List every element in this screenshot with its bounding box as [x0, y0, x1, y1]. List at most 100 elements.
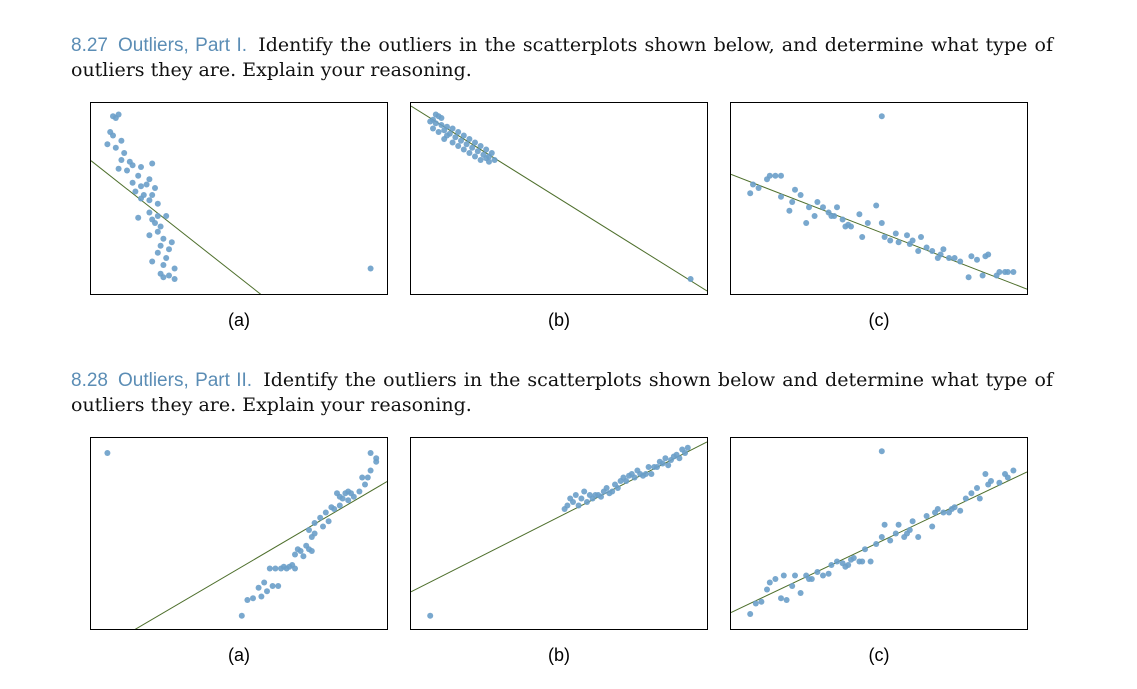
- data-point: [112, 144, 119, 151]
- data-point: [856, 211, 863, 218]
- data-point: [962, 495, 969, 502]
- data-point: [603, 485, 610, 491]
- data-point: [154, 200, 161, 207]
- data-point: [488, 150, 495, 156]
- data-point: [121, 150, 128, 156]
- plot-caption: (a): [228, 645, 250, 665]
- data-point: [934, 506, 941, 512]
- scatterplot-1c: [730, 102, 1028, 295]
- data-point: [146, 232, 153, 239]
- data-point: [598, 493, 604, 500]
- data-point: [974, 256, 980, 263]
- data-point: [878, 113, 885, 120]
- data-point: [772, 172, 779, 179]
- data-point: [367, 265, 374, 272]
- data-point: [923, 244, 930, 251]
- data-point: [820, 572, 826, 579]
- data-point: [662, 455, 669, 462]
- data-point: [438, 115, 445, 121]
- data-point: [578, 495, 585, 502]
- data-point: [929, 523, 936, 530]
- data-point: [946, 255, 952, 261]
- data-point: [676, 455, 683, 462]
- data-point: [146, 197, 153, 204]
- data-point: [483, 146, 490, 153]
- data-point: [455, 143, 462, 149]
- data-point: [460, 146, 467, 153]
- data-point: [350, 493, 357, 500]
- problem-text: Identify the outliers in the scatterplot…: [71, 34, 1053, 81]
- data-point: [362, 481, 368, 488]
- data-point: [873, 202, 880, 209]
- data-point: [828, 562, 835, 568]
- data-point: [755, 185, 762, 191]
- data-point: [149, 258, 156, 265]
- data-point: [325, 518, 332, 525]
- data-point: [486, 158, 492, 165]
- data-point: [976, 495, 983, 502]
- data-point: [906, 527, 913, 533]
- data-point: [163, 213, 170, 219]
- plot-caption: (b): [548, 645, 570, 665]
- data-point: [811, 213, 818, 219]
- data-point: [850, 555, 857, 561]
- data-point: [345, 497, 352, 504]
- data-point: [272, 565, 279, 572]
- data-point: [146, 176, 153, 183]
- data-point: [300, 553, 307, 560]
- data-point: [642, 471, 649, 477]
- data-point: [160, 262, 167, 268]
- data-point: [258, 593, 265, 600]
- data-point: [491, 157, 498, 163]
- scatter-canvas: [411, 105, 707, 292]
- data-point: [834, 204, 840, 211]
- data-point: [904, 232, 910, 239]
- data-point: [623, 478, 630, 484]
- data-point: [778, 172, 784, 179]
- data-point: [614, 485, 621, 491]
- data-point: [985, 251, 992, 258]
- data-point: [472, 153, 478, 160]
- data-point: [878, 220, 885, 226]
- data-point: [764, 586, 770, 593]
- scatterplot-2b: [410, 437, 708, 630]
- data-point: [752, 600, 759, 607]
- data-point: [160, 235, 167, 242]
- data-point: [364, 474, 371, 481]
- data-point: [645, 464, 652, 470]
- data-point: [968, 253, 975, 260]
- data-point: [859, 234, 866, 240]
- scatterplot-2a: [90, 437, 388, 630]
- problem-8-27: 8.27 Outliers, Part I. Identify the outli…: [71, 33, 1053, 82]
- data-point: [458, 137, 464, 144]
- scatter-canvas: [91, 111, 374, 294]
- data-point: [152, 220, 158, 226]
- data-point: [825, 570, 832, 577]
- data-point: [460, 132, 467, 139]
- data-point: [803, 220, 810, 226]
- data-point: [138, 164, 144, 170]
- data-point: [1010, 269, 1017, 275]
- data-point: [937, 251, 944, 258]
- data-point: [687, 276, 694, 282]
- data-point: [104, 141, 111, 148]
- data-point: [477, 157, 484, 163]
- data-point: [292, 551, 298, 558]
- data-point: [758, 598, 765, 605]
- data-point: [766, 579, 773, 586]
- data-point: [292, 565, 298, 572]
- data-point: [892, 530, 899, 537]
- data-point: [264, 588, 270, 595]
- regression-line: [411, 105, 707, 292]
- data-point: [154, 228, 161, 235]
- data-point: [648, 471, 655, 477]
- data-point: [895, 239, 902, 246]
- data-point: [168, 239, 175, 246]
- data-point: [609, 488, 616, 495]
- data-point: [1004, 474, 1011, 481]
- data-point: [244, 597, 251, 603]
- data-point: [783, 597, 790, 603]
- data-point: [373, 455, 380, 462]
- regression-line: [91, 160, 262, 294]
- data-point: [138, 195, 144, 202]
